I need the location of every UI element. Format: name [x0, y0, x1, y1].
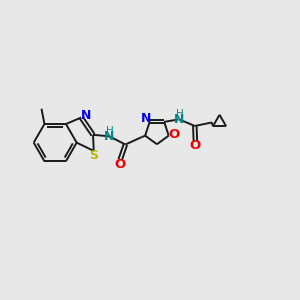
Text: O: O — [168, 128, 179, 141]
Text: O: O — [115, 158, 126, 171]
Text: O: O — [190, 139, 201, 152]
Text: N: N — [174, 113, 185, 126]
Text: H: H — [176, 110, 183, 119]
Text: H: H — [106, 126, 113, 136]
Text: N: N — [104, 130, 115, 143]
Text: S: S — [89, 149, 98, 162]
Text: N: N — [81, 109, 92, 122]
Text: N: N — [141, 112, 151, 125]
